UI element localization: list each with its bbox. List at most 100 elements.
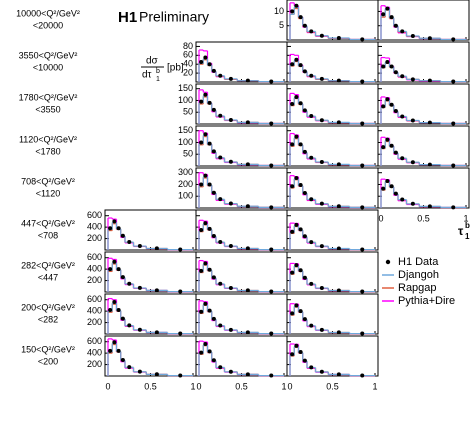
x-tick-label: 1 [372, 381, 377, 391]
y-tick-label: 200 [87, 275, 102, 285]
data-point [228, 76, 233, 81]
legend-label: H1 Data [398, 256, 439, 268]
data-point [298, 227, 303, 232]
data-point [360, 37, 365, 42]
row-label: 3550<Q²/GeV² [19, 50, 78, 60]
data-point [319, 369, 324, 374]
data-point [290, 9, 295, 14]
data-point [211, 234, 216, 238]
data-point [360, 373, 365, 378]
data-point [393, 109, 398, 114]
panel-frame [195, 251, 288, 293]
data-point [302, 108, 307, 113]
data-point [393, 23, 398, 28]
data-point [302, 190, 307, 195]
row-label: 200<Q²/GeV² [21, 302, 75, 312]
data-point [360, 289, 365, 294]
data-point [218, 365, 223, 370]
data-point [294, 176, 299, 180]
panel-frame [195, 335, 288, 377]
data-point [245, 330, 250, 335]
data-point [154, 288, 159, 293]
x-tick-label: 0 [196, 381, 201, 391]
data-point [400, 156, 405, 161]
y-tick-label: 80 [183, 41, 193, 51]
data-point [309, 240, 314, 245]
row-label: 1780<Q²/GeV² [19, 92, 78, 102]
y-tick-label: 150 [178, 83, 193, 93]
data-point [211, 275, 216, 280]
data-point [207, 308, 212, 313]
data-point [309, 73, 314, 78]
data-point [207, 226, 212, 231]
data-point [203, 132, 208, 137]
x-tick-label: 0.5 [235, 381, 248, 391]
data-point [360, 121, 365, 126]
panel-frame [286, 41, 379, 83]
y-tick-label: 150 [178, 125, 193, 135]
data-point [302, 234, 307, 239]
data-point [385, 97, 390, 102]
data-point [154, 372, 159, 377]
data-point [218, 113, 223, 118]
row-label: 282<Q²/GeV² [21, 260, 75, 270]
data-point [116, 348, 121, 353]
data-point [218, 73, 223, 78]
data-point [199, 99, 204, 104]
data-point [269, 79, 274, 84]
legend-label: Djangoh [398, 269, 439, 281]
data-point [112, 300, 117, 304]
data-point [112, 340, 117, 345]
row-label: <282 [38, 314, 58, 324]
y-tick-label: 10 [274, 6, 284, 16]
x-tick-label: 0.5 [417, 213, 430, 223]
data-point [336, 204, 341, 209]
data-point [245, 246, 250, 251]
y-tick-label: 600 [87, 336, 102, 346]
x-tick-label: 0.5 [326, 381, 339, 391]
row-label: 447<Q²/GeV² [21, 218, 75, 228]
data-point [154, 330, 159, 335]
data-point [427, 120, 432, 125]
panel-frame [286, 335, 379, 377]
data-point [108, 308, 113, 312]
data-point [298, 183, 303, 188]
x-tick-label: 1 [281, 381, 286, 391]
data-point [427, 162, 432, 167]
data-point [336, 162, 341, 167]
data-point [211, 107, 216, 112]
x-label: τ [458, 224, 464, 238]
y-label-sup: b [156, 68, 160, 75]
legend-label: Rapgap [398, 282, 437, 294]
data-point [336, 246, 341, 251]
data-point [269, 121, 274, 126]
data-point [228, 369, 233, 374]
y-tick-label: 400 [87, 222, 102, 232]
data-point [211, 149, 216, 154]
data-point [309, 323, 314, 328]
data-point [298, 268, 303, 273]
data-point [137, 244, 142, 248]
data-point [319, 118, 324, 123]
data-point [228, 201, 233, 206]
x-tick-label: 0 [378, 213, 383, 223]
data-point [381, 12, 386, 17]
data-point [298, 350, 303, 354]
data-point [269, 205, 274, 210]
data-point [336, 330, 341, 335]
data-point [112, 259, 117, 264]
data-point [302, 149, 307, 154]
data-point [309, 197, 314, 202]
data-point [218, 155, 223, 160]
data-point [203, 301, 208, 306]
data-point [228, 159, 233, 164]
data-point [294, 263, 299, 268]
data-point [360, 205, 365, 210]
y-tick-label: 400 [87, 306, 102, 316]
data-point [290, 184, 295, 189]
data-point [290, 102, 295, 106]
data-point [381, 64, 386, 69]
panel-frame [104, 251, 197, 293]
data-point [269, 247, 274, 252]
